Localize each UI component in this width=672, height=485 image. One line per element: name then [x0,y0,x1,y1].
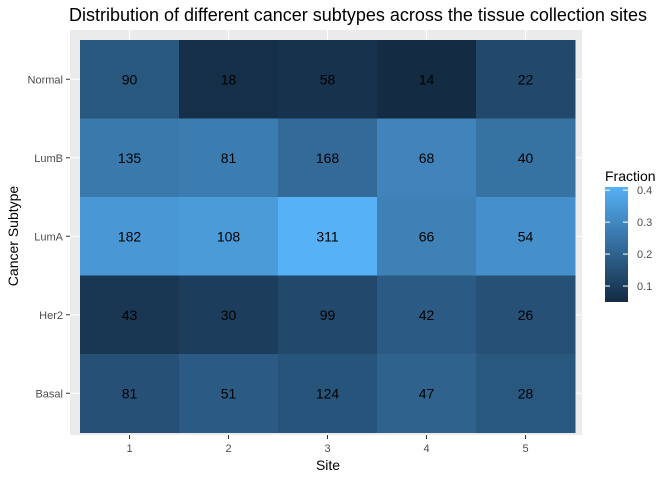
y-tick-label: Basal [35,388,63,400]
cell-value-label: 18 [221,71,237,87]
y-tick-label: Normal [28,74,63,86]
y-tick-label: LumB [34,153,63,165]
heatmap-cell [80,118,180,198]
heatmap-cell [377,40,477,119]
heatmap-cell [179,40,279,119]
legend-tick-label: 0.1 [637,281,652,293]
legend-title: Fraction [605,168,656,184]
legend: Fraction 0.1 0.2 0.3 0.4 [605,168,656,302]
heatmap-cell [80,40,180,119]
y-axis: Normal LumB LumA Her2 Basal [28,74,70,400]
cell-value-label: 54 [518,228,534,244]
heatmap-cell [377,197,477,276]
heatmap-cell [476,197,576,276]
cell-value-label: 311 [316,228,339,244]
heatmap-cell [476,40,576,119]
heatmap-cell [278,354,378,433]
x-axis: 1 2 3 4 5 [126,435,529,455]
cell-value-label: 182 [118,228,142,244]
cell-value-label: 26 [518,307,534,323]
cell-value-label: 28 [518,385,534,401]
cell-value-label: 81 [122,385,138,401]
cell-value-label: 47 [419,385,435,401]
x-tick-label: 3 [324,443,330,455]
y-axis-title: Cancer Subtype [5,186,21,287]
cell-value-label: 51 [221,385,237,401]
legend-tick-label: 0.3 [637,217,652,229]
heatmap-cell [476,354,576,433]
cell-value-label: 99 [320,307,336,323]
heatmap-cells [80,40,576,433]
heatmap-cell [476,118,576,198]
heatmap-cell [179,118,279,198]
heatmap-cell [476,275,576,355]
legend-ticks: 0.1 0.2 0.3 0.4 [605,185,652,293]
cell-value-label: 90 [122,71,138,87]
cell-value-label: 66 [419,228,435,244]
heatmap-cell [80,275,180,355]
cell-value-label: 135 [118,150,142,166]
legend-tick-label: 0.4 [637,185,652,197]
cell-value-label: 108 [217,228,241,244]
heatmap-cell [179,354,279,433]
heatmap-cell [377,275,477,355]
heatmap-cell [80,197,180,276]
cell-value-label: 43 [122,307,138,323]
legend-tick-label: 0.2 [637,249,652,261]
x-tick-label: 5 [522,443,528,455]
y-tick-label: Her2 [39,310,63,322]
x-tick-label: 4 [423,443,429,455]
x-tick-label: 1 [126,443,132,455]
cell-labels: 90 18 58 14 22 135 81 168 68 40 182 108 311 66 54 43 30 9… [118,71,534,401]
cell-value-label: 58 [320,71,336,87]
cell-value-label: 42 [419,307,435,323]
heatmap-cell [278,197,378,276]
heatmap-cell [179,197,279,276]
heatmap-cell [80,354,180,433]
x-tick-label: 2 [225,443,231,455]
x-axis-title: Site [316,457,340,473]
cell-value-label: 22 [518,71,534,87]
legend-colorbar [605,187,628,302]
y-tick-label: LumA [34,231,63,243]
cell-value-label: 40 [518,150,534,166]
cell-value-label: 68 [419,150,435,166]
cell-value-label: 168 [316,150,340,166]
cell-value-label: 124 [316,385,340,401]
cell-value-label: 81 [221,150,237,166]
heatmap-cell [179,275,279,355]
cell-value-label: 30 [221,307,237,323]
chart-title: Distribution of different cancer subtype… [69,5,647,25]
heatmap-cell [377,354,477,433]
heatmap-cell [278,118,378,198]
heatmap-cell [377,118,477,198]
heatmap-cell [278,275,378,355]
heatmap-cell [278,40,378,119]
cell-value-label: 14 [419,71,435,87]
